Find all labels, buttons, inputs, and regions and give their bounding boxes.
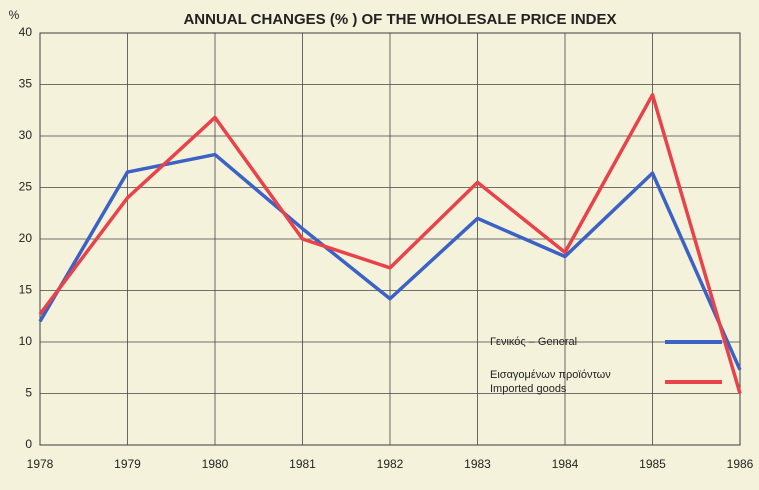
legend-label: Γενικός – General bbox=[490, 336, 578, 348]
y-tick-label: 10 bbox=[19, 334, 33, 348]
legend-label: Εισαγομένων προϊόντων Imported goods bbox=[490, 369, 611, 395]
y-tick-label: 25 bbox=[19, 180, 33, 194]
y-tick-label: 5 bbox=[25, 386, 32, 400]
y-tick-label: 40 bbox=[19, 25, 33, 39]
x-tick-label: 1983 bbox=[464, 457, 491, 471]
y-tick-label: 20 bbox=[19, 231, 33, 245]
y-axis-label: % bbox=[9, 8, 20, 22]
series-line bbox=[38, 152, 742, 371]
x-tick-label: 1981 bbox=[289, 457, 316, 471]
x-tick-label: 1986 bbox=[727, 457, 754, 471]
x-tick-label: 1982 bbox=[377, 457, 404, 471]
x-tick-label: 1984 bbox=[552, 457, 579, 471]
chart-title: ANNUAL CHANGES (% ) OF THE WHOLESALE PRI… bbox=[183, 11, 616, 28]
x-tick-label: 1980 bbox=[202, 457, 229, 471]
x-tick-label: 1985 bbox=[639, 457, 666, 471]
x-tick-label: 1979 bbox=[114, 457, 141, 471]
series-line bbox=[38, 93, 742, 394]
y-tick-label: 30 bbox=[19, 128, 33, 142]
x-tick-label: 1978 bbox=[27, 457, 54, 471]
y-tick-label: 15 bbox=[19, 283, 33, 297]
y-tick-label: 35 bbox=[19, 77, 33, 91]
y-tick-label: 0 bbox=[25, 437, 32, 451]
